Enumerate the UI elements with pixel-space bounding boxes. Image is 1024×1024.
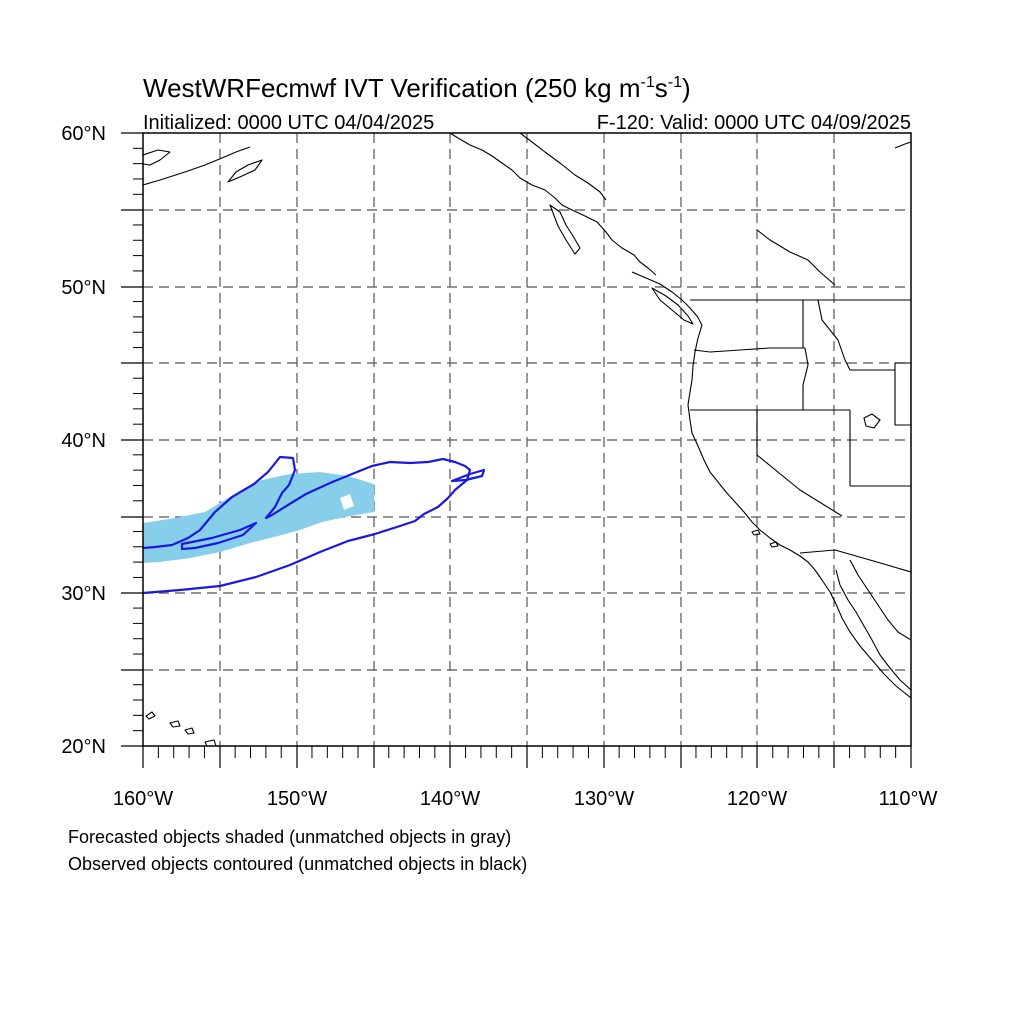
coast-alaska [449, 133, 657, 276]
coast-islands-se-alaska [549, 204, 581, 255]
longitude-labels: 160°W 150°W 140°W 130°W 120°W 110°W [113, 788, 938, 810]
lat-label-30: 30°N [61, 583, 106, 605]
border-wy [894, 362, 911, 426]
init-time-label: Initialized: 0000 UTC 04/04/2025 [143, 112, 434, 134]
lat-label-20: 20°N [61, 736, 106, 758]
observed-contour-inner [180, 521, 258, 551]
coast-bc [631, 271, 703, 326]
coast-hawaii-4 [204, 739, 217, 746]
coast-hawaii-3 [184, 727, 195, 735]
lon-label-160w: 160°W [113, 788, 173, 810]
lon-label-110w: 110°W [879, 788, 938, 810]
observed-contour-large [143, 455, 472, 595]
coast-vancouver-island [651, 287, 694, 325]
border-id-mt [817, 299, 851, 371]
forecast-object-shaded [143, 472, 374, 563]
map-title: WestWRFecmwf IVT Verification (250 kg m-… [143, 73, 691, 103]
lon-label-140w: 140°W [420, 788, 480, 810]
lat-label-60: 60°N [61, 123, 106, 145]
graticule [143, 133, 911, 746]
border-ca-nv [756, 410, 843, 517]
coast-kodiak [143, 149, 171, 166]
border-canada-inland [756, 229, 836, 286]
coast-us-west [687, 324, 911, 699]
border-us-mexico [799, 549, 911, 573]
border-or-id [802, 347, 809, 410]
coast-alaska-north [519, 133, 607, 201]
coast-top-right [894, 141, 911, 149]
lon-label-130w: 130°W [574, 788, 634, 810]
observed-contour-tail [450, 468, 486, 483]
coast-channel-islands [751, 529, 779, 548]
coastlines [143, 133, 911, 746]
lon-label-150w: 150°W [267, 788, 327, 810]
latitude-labels: 60°N 50°N 40°N 30°N 20°N [61, 123, 106, 758]
legend-forecast-note: Forecasted objects shaded (unmatched obj… [68, 827, 511, 847]
coast-hawaii-2 [169, 720, 181, 728]
coast-hawaii-1 [145, 711, 156, 720]
axis-minor-ticks [133, 147, 897, 758]
border-wa-or [693, 347, 805, 353]
valid-time-label: F-120: Valid: 0000 UTC 04/09/2025 [597, 112, 911, 134]
map-area [121, 132, 912, 768]
coast-gulf-california [849, 559, 911, 641]
forecast-object-gap [340, 494, 354, 510]
legend-observed-note: Observed objects contoured (unmatched ob… [68, 854, 527, 874]
lon-label-120w: 120°W [727, 788, 787, 810]
observed-contours [143, 455, 486, 595]
lat-label-40: 40°N [61, 430, 106, 452]
coast-great-salt-lake [863, 413, 881, 429]
coast-alaska-sw [143, 146, 251, 186]
coast-baja [835, 569, 911, 691]
coast-islands-sw [227, 159, 263, 183]
lat-label-50: 50°N [61, 277, 106, 299]
axis-ticks [121, 132, 912, 768]
